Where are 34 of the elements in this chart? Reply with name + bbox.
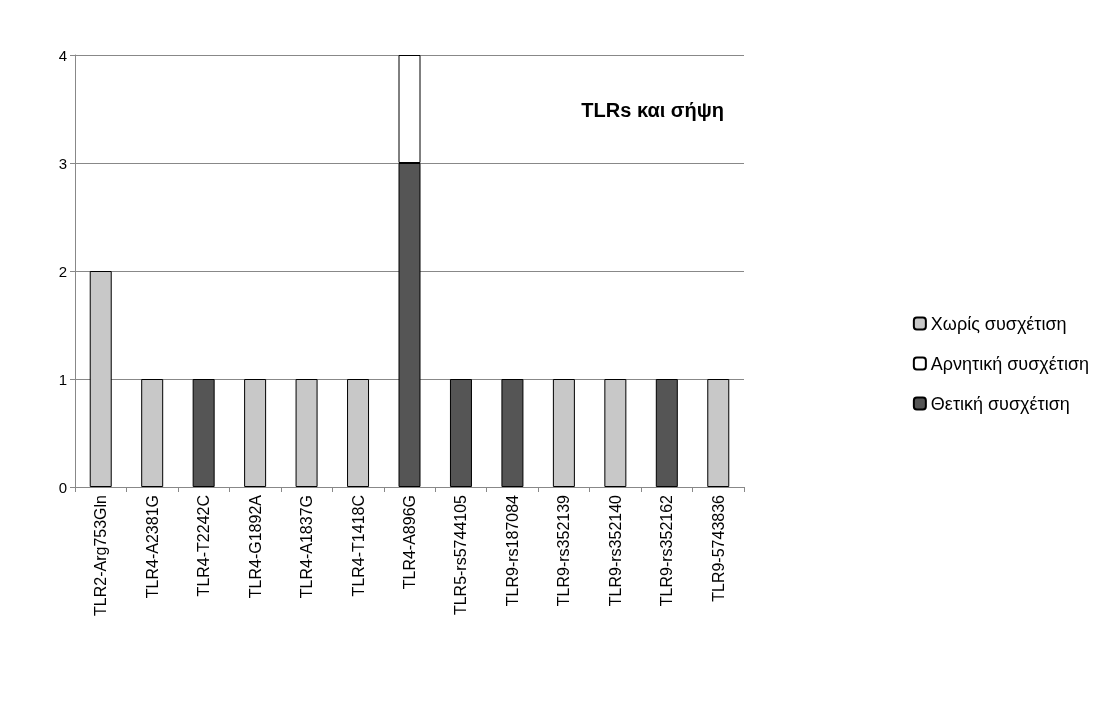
y-tick-label: 1 (58, 370, 67, 388)
x-tick-label: TLR9-rs187084 (503, 494, 521, 607)
text: TLRs και σήψη (581, 99, 724, 121)
bar (141, 379, 164, 487)
legend-label: Χωρίς συσχέτιση (930, 313, 1067, 334)
x-tick-label: TLR9-rs352139 (555, 494, 573, 607)
x-tick-label: TLR4-A2381G (143, 495, 161, 599)
y-tick-label: 2 (58, 262, 67, 280)
bar (295, 379, 318, 487)
x-tick-label: TLR4-A1837G (298, 495, 316, 599)
x-tick-label: TLR9-rs352162 (658, 494, 676, 607)
y-tick-label: 3 (58, 154, 67, 172)
x-tick-label: TLR4-A896G (401, 495, 418, 590)
bar (244, 379, 267, 487)
bar (604, 379, 627, 487)
x-tick-label: TLR4-T2242C (195, 495, 213, 597)
bar (501, 379, 524, 487)
bar (449, 379, 472, 487)
x-tick-label: TLR9-rs352140 (606, 494, 624, 607)
x-tick-label: TLR4-G1892A (246, 494, 264, 599)
bar (347, 379, 370, 487)
x-tick-label: TLR4-T1418C (349, 495, 367, 597)
bar (89, 271, 112, 487)
legend-label: Θετική συσχέτιση (930, 393, 1070, 414)
bar (655, 379, 678, 487)
legend-label: Αρνητική συσχέτιση (930, 353, 1090, 374)
bar (552, 379, 575, 487)
bar (707, 379, 730, 487)
x-tick-label: TLR5-rs5744105 (452, 494, 470, 616)
y-tick-label: 0 (58, 478, 67, 496)
y-tick-label: 4 (58, 46, 67, 64)
x-tick-label: TLR9-5743836 (709, 494, 727, 602)
x-tick-label: TLR2-Arg753Gln (92, 495, 110, 616)
bar (192, 379, 215, 487)
